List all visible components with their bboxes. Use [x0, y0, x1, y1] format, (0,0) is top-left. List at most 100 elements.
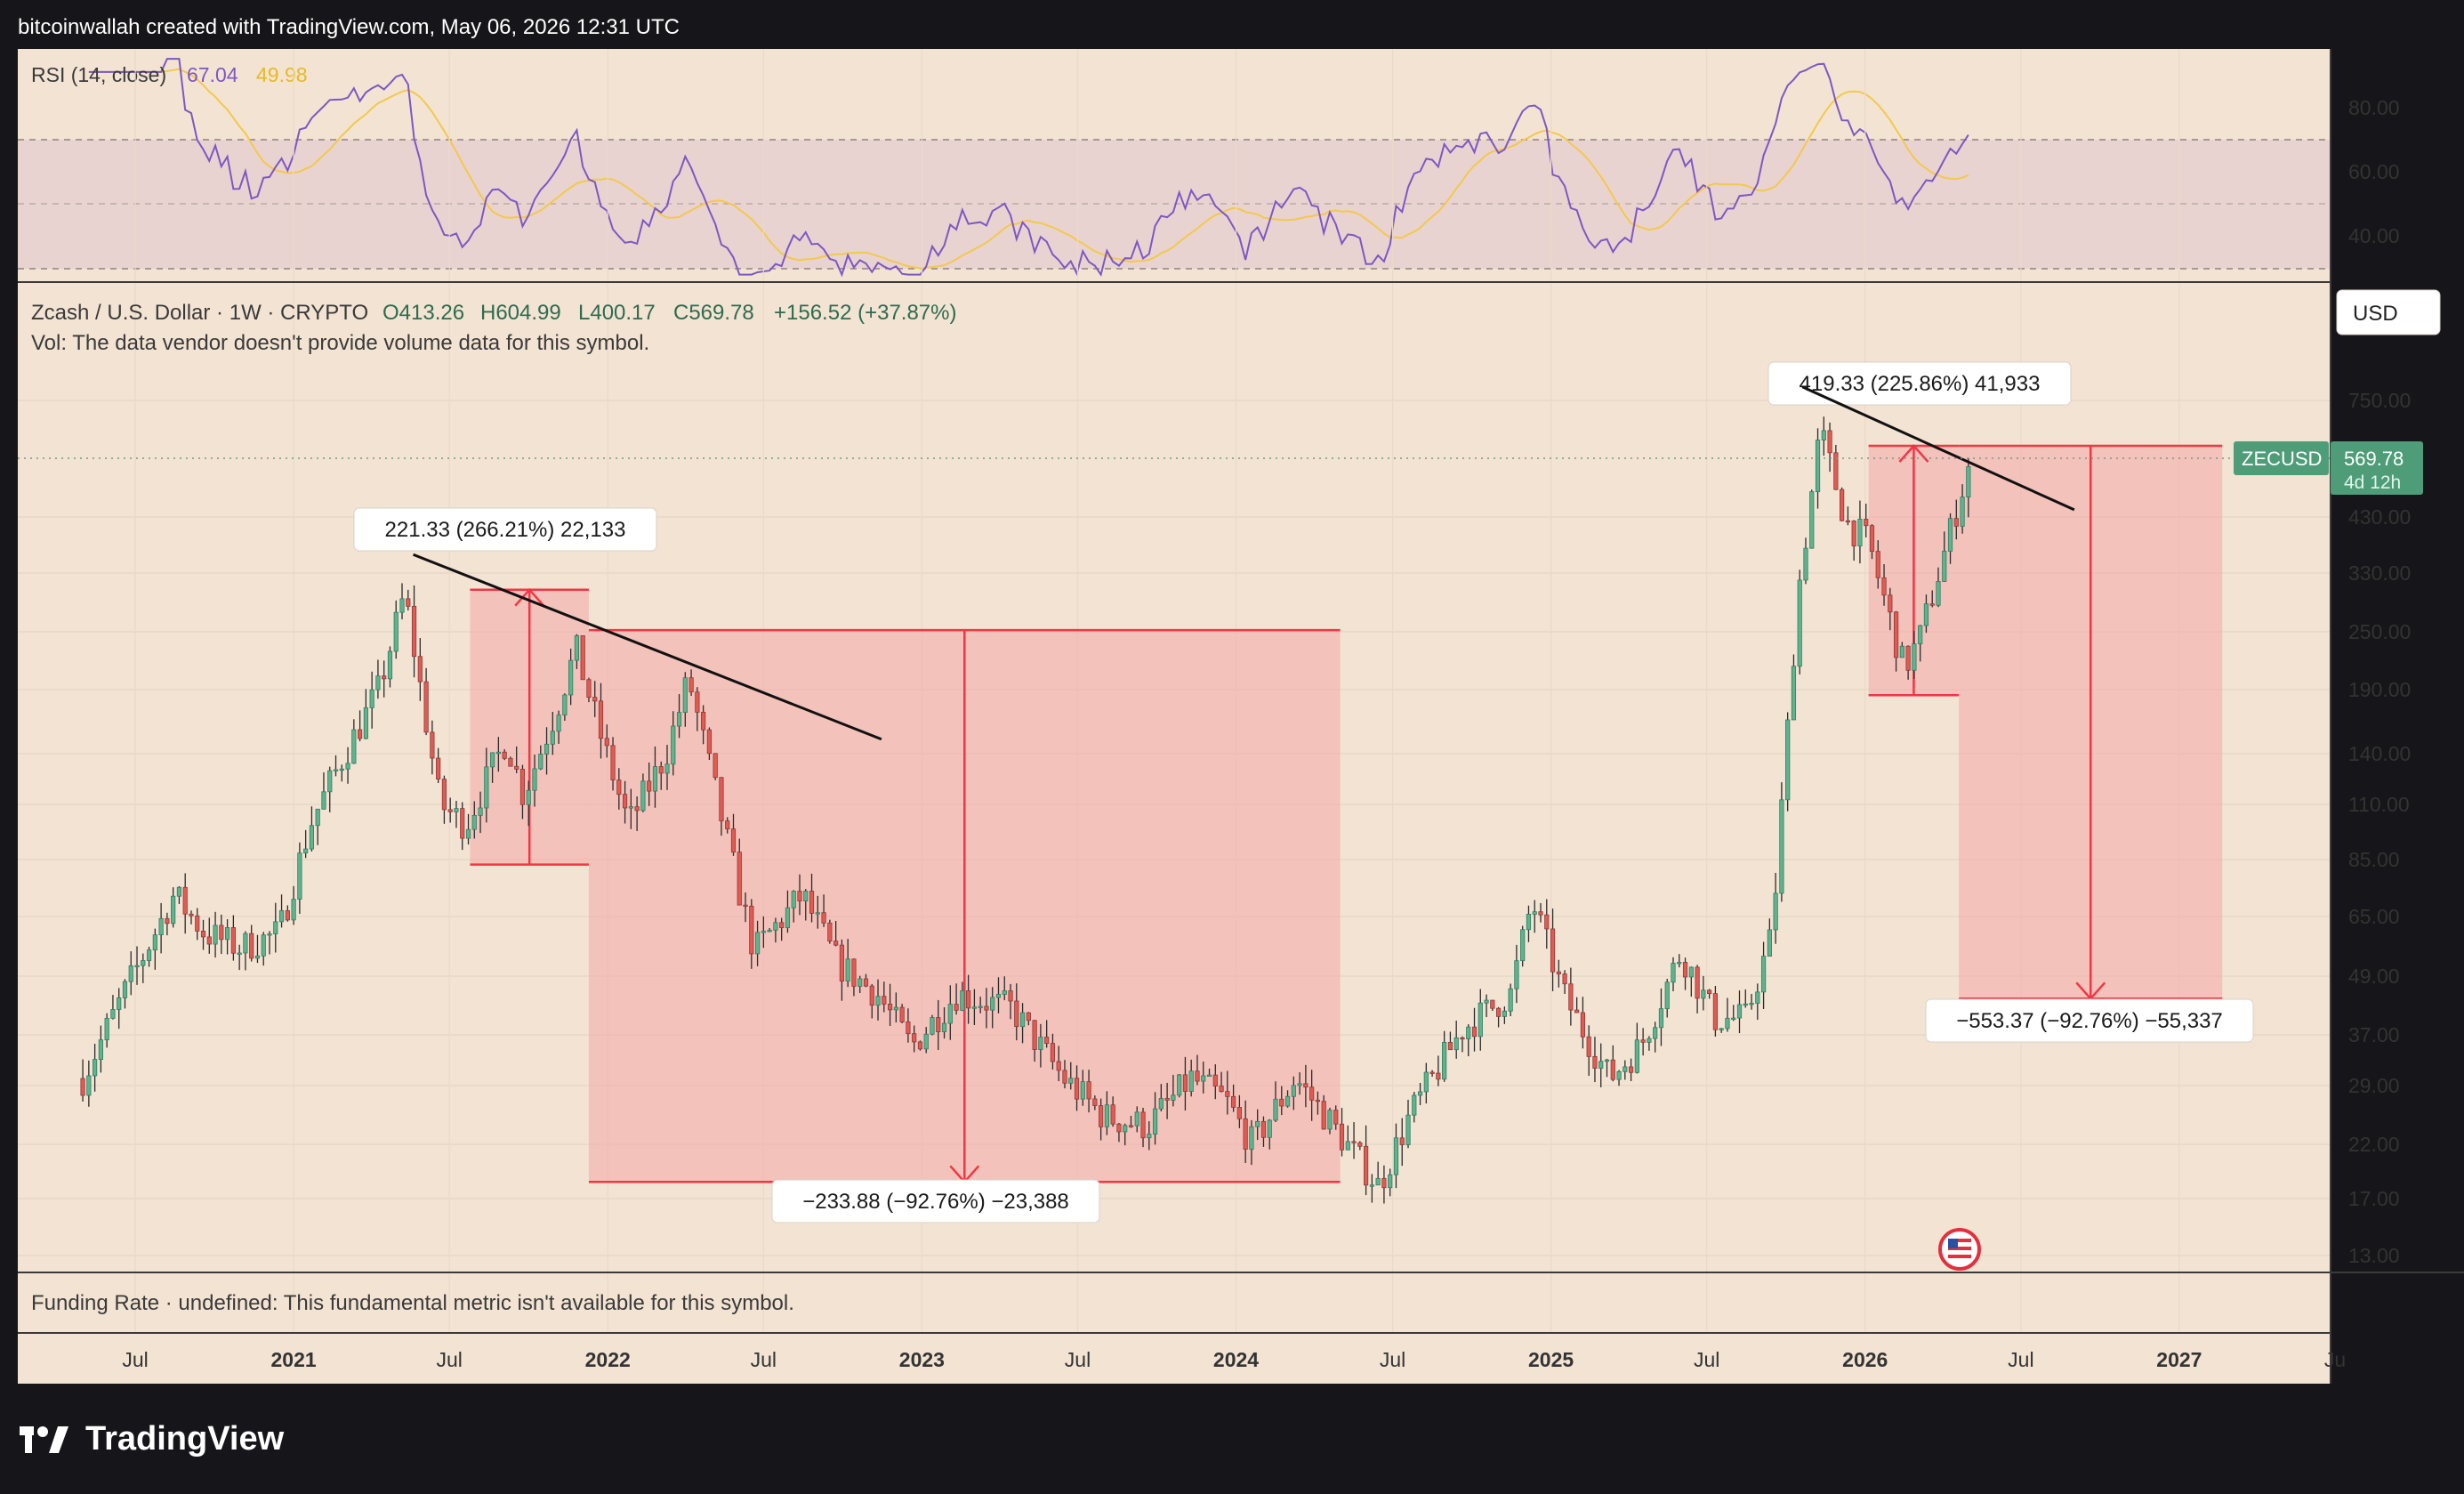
- candle: [947, 1004, 953, 1024]
- candle: [833, 941, 839, 946]
- time-axis-label: Jul: [437, 1348, 463, 1371]
- price-axis-label: 85.00: [2348, 848, 2400, 871]
- price-legend: Zcash / U.S. Dollar · 1W · CRYPTO O413.2…: [31, 301, 957, 355]
- measure-label-box[interactable]: [771, 1179, 1100, 1223]
- candle: [1471, 1026, 1478, 1038]
- candle: [1803, 547, 1808, 581]
- candle: [1682, 962, 1688, 978]
- candle: [171, 895, 176, 925]
- measure-label[interactable]: 221.33 (266.21%) 22,133: [353, 507, 657, 552]
- candle: [1610, 1059, 1615, 1080]
- candle: [863, 978, 869, 987]
- candle: [640, 780, 646, 812]
- candle: [1147, 1134, 1152, 1139]
- candle: [1628, 1066, 1634, 1073]
- candle: [1447, 1041, 1453, 1051]
- candle: [634, 806, 640, 812]
- currency-label[interactable]: USD: [2353, 302, 2398, 326]
- candle: [176, 886, 182, 897]
- candle: [869, 985, 874, 1006]
- candle: [1960, 497, 1965, 527]
- candle: [1827, 430, 1832, 454]
- candle: [1466, 1026, 1471, 1039]
- measure-arrowhead: [2075, 981, 2106, 1001]
- candle: [941, 1022, 947, 1032]
- candle: [303, 848, 309, 853]
- candle: [182, 886, 188, 915]
- candle: [1074, 1078, 1080, 1100]
- measure-label[interactable]: 419.33 (225.86%) 41,933: [1767, 361, 2072, 406]
- candle: [827, 922, 833, 942]
- candle: [1514, 960, 1519, 989]
- candle: [489, 752, 495, 768]
- candle: [995, 993, 1002, 998]
- candle: [1490, 999, 1495, 1009]
- candle: [1140, 1111, 1146, 1139]
- price-axis-label: 29.00: [2348, 1074, 2400, 1097]
- measure-label[interactable]: −233.88 (−92.76%) −23,388: [771, 1179, 1100, 1223]
- candle: [309, 825, 315, 850]
- symbol-line: Zcash / U.S. Dollar · 1W · CRYPTO: [31, 301, 368, 325]
- candle: [502, 751, 507, 759]
- candle: [1767, 929, 1772, 957]
- candle: [1255, 1120, 1260, 1127]
- measure-label-text[interactable]: −233.88 (−92.76%) −23,388: [802, 1190, 1069, 1214]
- candle: [725, 820, 730, 829]
- candle: [1586, 1036, 1591, 1057]
- currency-button[interactable]: USD: [2336, 289, 2441, 335]
- candle: [610, 745, 616, 781]
- price-axis: 750.00 430.00 330.00 250.00 190.00 140.00 110.…: [2348, 389, 2411, 1267]
- candle: [1785, 719, 1791, 801]
- candle: [719, 777, 724, 821]
- rsi-lines: [88, 58, 1969, 278]
- candle: [1495, 1007, 1502, 1017]
- currency-button-bg[interactable]: [2336, 289, 2441, 335]
- candle: [604, 738, 609, 747]
- candle: [1236, 1107, 1242, 1119]
- candle: [387, 650, 393, 680]
- measure-label-text[interactable]: 419.33 (225.86%) 41,933: [1800, 372, 2041, 396]
- candle: [532, 768, 537, 791]
- candle: [815, 912, 820, 915]
- candle: [1177, 1074, 1182, 1096]
- ticker-tag: ZECUSD: [2242, 448, 2322, 470]
- candle: [243, 933, 248, 954]
- candle: [478, 807, 483, 816]
- candle: [195, 915, 200, 932]
- trend-line[interactable]: [1801, 385, 2075, 512]
- measure-label-box[interactable]: [1925, 998, 2254, 1043]
- measure-label-text[interactable]: 221.33 (266.21%) 22,133: [385, 518, 626, 542]
- candle: [1080, 1081, 1085, 1100]
- candle: [375, 675, 381, 690]
- price-axis-label: 140.00: [2348, 742, 2411, 765]
- candle: [104, 1017, 109, 1041]
- trend-line[interactable]: [413, 553, 882, 741]
- measure-label-box[interactable]: [353, 507, 657, 552]
- candle: [1634, 1039, 1639, 1073]
- time-axis-label: 2023: [899, 1348, 945, 1371]
- rsi-axis-80: 80.00: [2348, 96, 2400, 119]
- candle: [1616, 1070, 1622, 1080]
- measure-label-box[interactable]: [1767, 361, 2072, 406]
- candle: [1436, 1072, 1441, 1080]
- measure-label[interactable]: −553.37 (−92.76%) −55,337: [1925, 998, 2254, 1043]
- candle: [676, 712, 682, 727]
- candle: [713, 753, 718, 779]
- us-flag-icon[interactable]: [1938, 1228, 1981, 1271]
- countdown: 4d 12h: [2344, 472, 2401, 493]
- candle: [1942, 551, 1947, 582]
- candle: [930, 1017, 935, 1035]
- candle: [1099, 1105, 1104, 1127]
- candle: [339, 768, 344, 771]
- candle: [682, 677, 688, 714]
- price-axis-label: 22.00: [2348, 1133, 2400, 1156]
- candle: [1297, 1083, 1302, 1086]
- candle: [1405, 1114, 1411, 1145]
- ohlc-open: O413.26: [382, 301, 464, 325]
- candle: [1201, 1075, 1206, 1082]
- measure-label-text[interactable]: −553.37 (−92.76%) −55,337: [1956, 1009, 2223, 1033]
- candle: [1815, 440, 1821, 493]
- rsi-line: [88, 58, 1969, 278]
- candle: [495, 751, 501, 755]
